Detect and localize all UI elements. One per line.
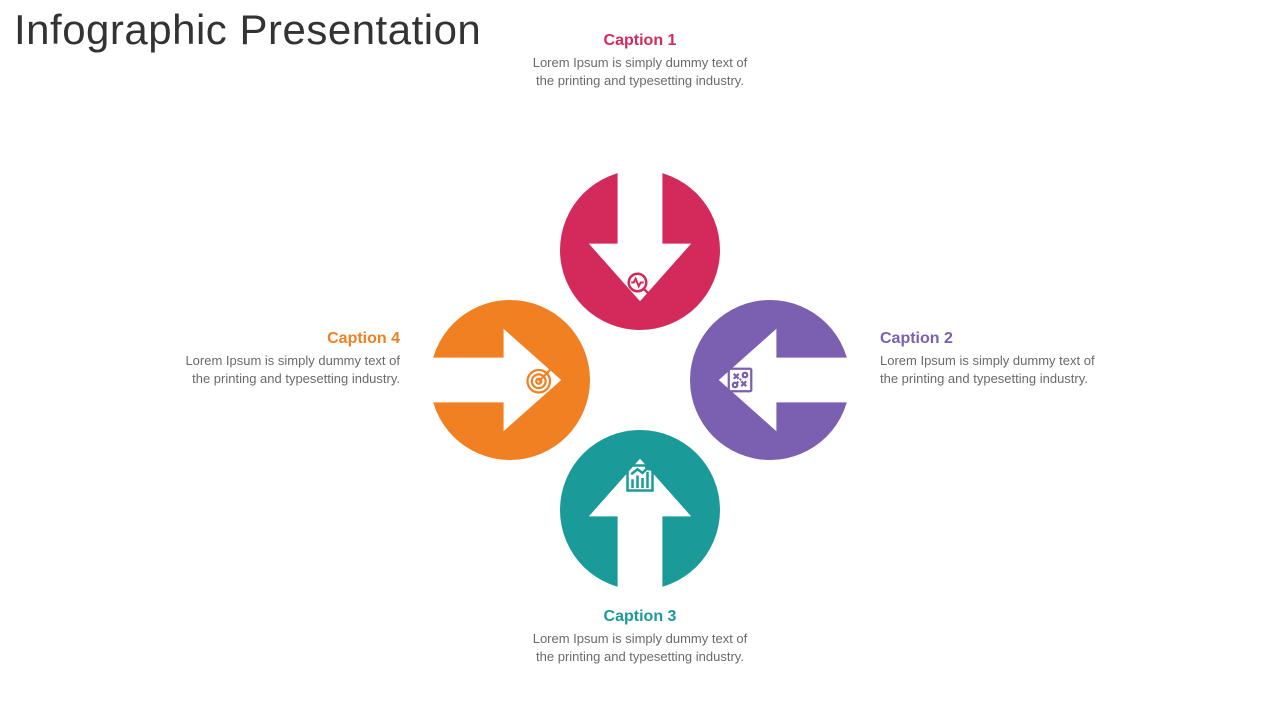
caption-block-4: Caption 4 Lorem Ipsum is simply dummy te… bbox=[180, 330, 400, 387]
caption-title-1: Caption 1 bbox=[530, 32, 750, 50]
caption-body-1: Lorem Ipsum is simply dummy text of the … bbox=[530, 54, 750, 89]
infographic-stage: Caption 1 Lorem Ipsum is simply dummy te… bbox=[0, 0, 1280, 720]
caption-body-2: Lorem Ipsum is simply dummy text of the … bbox=[880, 352, 1100, 387]
caption-block-3: Caption 3 Lorem Ipsum is simply dummy te… bbox=[530, 608, 750, 665]
arrow-circle-left bbox=[430, 300, 590, 460]
caption-title-2: Caption 2 bbox=[880, 330, 1100, 348]
caption-block-2: Caption 2 Lorem Ipsum is simply dummy te… bbox=[880, 330, 1100, 387]
caption-body-3: Lorem Ipsum is simply dummy text of the … bbox=[530, 630, 750, 665]
target-icon bbox=[525, 365, 555, 395]
caption-title-4: Caption 4 bbox=[180, 330, 400, 348]
bar-chart-up-icon bbox=[625, 463, 655, 493]
magnify-pulse-icon bbox=[625, 270, 655, 300]
caption-body-4: Lorem Ipsum is simply dummy text of the … bbox=[180, 352, 400, 387]
caption-block-1: Caption 1 Lorem Ipsum is simply dummy te… bbox=[530, 32, 750, 89]
caption-title-3: Caption 3 bbox=[530, 608, 750, 626]
tactics-board-icon bbox=[725, 365, 755, 395]
